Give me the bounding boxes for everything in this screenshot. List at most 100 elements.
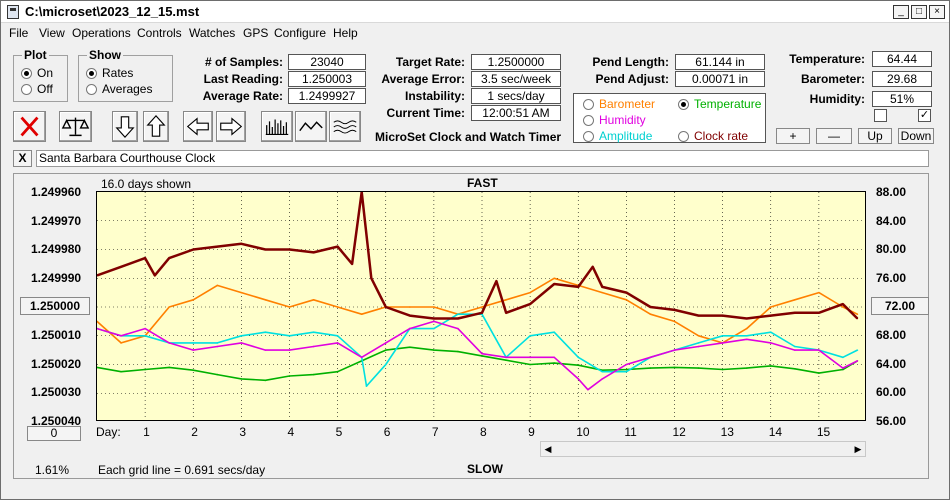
data-point-barometer xyxy=(856,313,859,315)
data-point-rate xyxy=(721,314,724,317)
balance-scale-icon xyxy=(61,117,90,137)
menu-view[interactable]: View xyxy=(39,26,65,40)
data-point-temperature xyxy=(457,350,459,353)
center-temp-button[interactable]: 72.00 xyxy=(871,297,929,315)
show-averages-radio[interactable]: Averages xyxy=(86,82,152,96)
scroll-up-button[interactable] xyxy=(143,111,169,142)
clear-data-button[interactable] xyxy=(13,111,46,142)
sensor-humidity-radio[interactable]: Humidity xyxy=(583,113,646,127)
show-group-label: Show xyxy=(87,48,123,62)
data-point-barometer xyxy=(336,306,339,308)
sensor-amplitude-radio[interactable]: Amplitude xyxy=(583,129,652,143)
data-point-humidity xyxy=(360,356,363,359)
arrow-up-icon xyxy=(146,115,166,137)
x-tick-label: 1 xyxy=(143,425,150,439)
minus-button[interactable]: — xyxy=(816,128,852,144)
data-point-rate xyxy=(529,303,531,305)
scroll-right-button[interactable] xyxy=(216,111,246,142)
zero-button[interactable]: 0 xyxy=(27,426,81,441)
show-rates-radio[interactable]: Rates xyxy=(86,66,133,80)
data-point-rate xyxy=(240,242,243,245)
menu-watches[interactable]: Watches xyxy=(189,26,236,40)
data-point-temperature xyxy=(842,368,844,371)
data-point-temperature xyxy=(433,349,435,351)
x-tick-label: 3 xyxy=(239,425,247,439)
menu-configure[interactable]: Configure xyxy=(274,26,327,40)
data-point-humidity xyxy=(505,356,507,359)
env-checkbox-right[interactable]: ✓ xyxy=(918,109,931,122)
radio-icon xyxy=(583,99,594,110)
data-point-humidity xyxy=(577,378,580,380)
x-tick-label: 8 xyxy=(480,425,487,439)
scroll-left-arrow-icon[interactable]: ◀ xyxy=(544,444,552,454)
plus-button[interactable]: + xyxy=(776,128,810,144)
average-error-label: Average Error: xyxy=(381,72,465,86)
data-point-amplitude xyxy=(553,331,555,333)
data-point-barometer xyxy=(601,291,604,294)
scroll-right-arrow-icon[interactable]: ▶ xyxy=(854,444,862,454)
temperature-value: 64.44 xyxy=(872,51,932,67)
sensor-temperature-radio[interactable]: Temperature xyxy=(678,97,761,111)
fast-label: FAST xyxy=(467,176,498,190)
maximize-button[interactable]: □ xyxy=(911,5,927,19)
data-point-rate xyxy=(96,274,98,277)
data-point-amplitude xyxy=(365,385,368,387)
center-rate-button[interactable]: 1.250000 xyxy=(20,297,90,315)
data-point-amplitude xyxy=(192,342,195,344)
title-bar: C:\microset\2023_12_15.mst _ □ × xyxy=(1,1,949,23)
line-view-button[interactable] xyxy=(295,111,327,142)
data-point-temperature xyxy=(673,366,676,369)
data-point-barometer xyxy=(240,291,243,294)
data-point-temperature xyxy=(216,373,219,376)
plot-off-radio[interactable]: Off xyxy=(21,82,53,96)
series-line-rate xyxy=(96,190,859,320)
sensor-clock-rate-radio[interactable]: Clock rate xyxy=(678,129,748,143)
down-button[interactable]: Down xyxy=(898,128,934,144)
plot-on-radio[interactable]: On xyxy=(21,66,53,80)
menu-controls[interactable]: Controls xyxy=(137,26,182,40)
data-point-humidity xyxy=(457,327,459,330)
target-rate-value[interactable]: 1.2500000 xyxy=(471,54,561,70)
minimize-button[interactable]: _ xyxy=(893,5,909,19)
data-point-temperature xyxy=(312,373,315,376)
close-button[interactable]: × xyxy=(929,5,945,19)
chart-scrollbar[interactable]: ◀ ▶ xyxy=(540,441,866,457)
data-point-temperature xyxy=(144,368,146,371)
data-point-rate xyxy=(553,283,555,285)
data-point-rate xyxy=(769,314,772,317)
data-point-rate xyxy=(481,311,483,314)
menu-help[interactable]: Help xyxy=(333,26,358,40)
calibrate-button[interactable] xyxy=(59,111,92,142)
menu-gps[interactable]: GPS xyxy=(243,26,269,40)
scroll-left-button[interactable] xyxy=(183,111,213,142)
y-left-tick: 1.250010 xyxy=(31,328,82,342)
data-point-humidity xyxy=(697,345,700,348)
pend-length-value[interactable]: 61.144 in xyxy=(675,54,765,70)
sensor-barometer-radio[interactable]: Barometer xyxy=(583,97,655,111)
data-point-amplitude xyxy=(769,331,772,333)
bar-view-button[interactable] xyxy=(261,111,293,142)
sensor-options: Barometer Temperature Humidity Amplitude… xyxy=(573,93,766,143)
y-left-tick: 1.250020 xyxy=(31,357,82,371)
menu-file[interactable]: File xyxy=(9,26,29,40)
up-button[interactable]: Up xyxy=(858,128,892,144)
scroll-down-button[interactable] xyxy=(112,111,138,142)
data-point-humidity xyxy=(168,342,170,344)
x-tick-label: 6 xyxy=(383,425,391,439)
y-left-tick: 1.250030 xyxy=(31,385,82,399)
data-point-barometer xyxy=(409,306,411,308)
menu-operations[interactable]: Operations xyxy=(72,26,131,40)
wave-view-button[interactable] xyxy=(329,111,361,142)
data-point-amplitude xyxy=(625,370,628,373)
data-point-rate xyxy=(649,306,652,308)
y-left-tick: 1.250040 xyxy=(31,414,82,428)
data-point-humidity xyxy=(818,349,820,351)
clear-clock-name-button[interactable]: X xyxy=(13,150,32,167)
env-checkbox-left[interactable] xyxy=(874,109,887,122)
data-point-barometer xyxy=(553,277,555,280)
data-point-rate xyxy=(697,314,700,317)
data-point-rate xyxy=(384,306,387,308)
radio-selected-icon xyxy=(678,99,689,110)
clock-name-field[interactable]: Santa Barbara Courthouse Clock xyxy=(36,150,929,167)
